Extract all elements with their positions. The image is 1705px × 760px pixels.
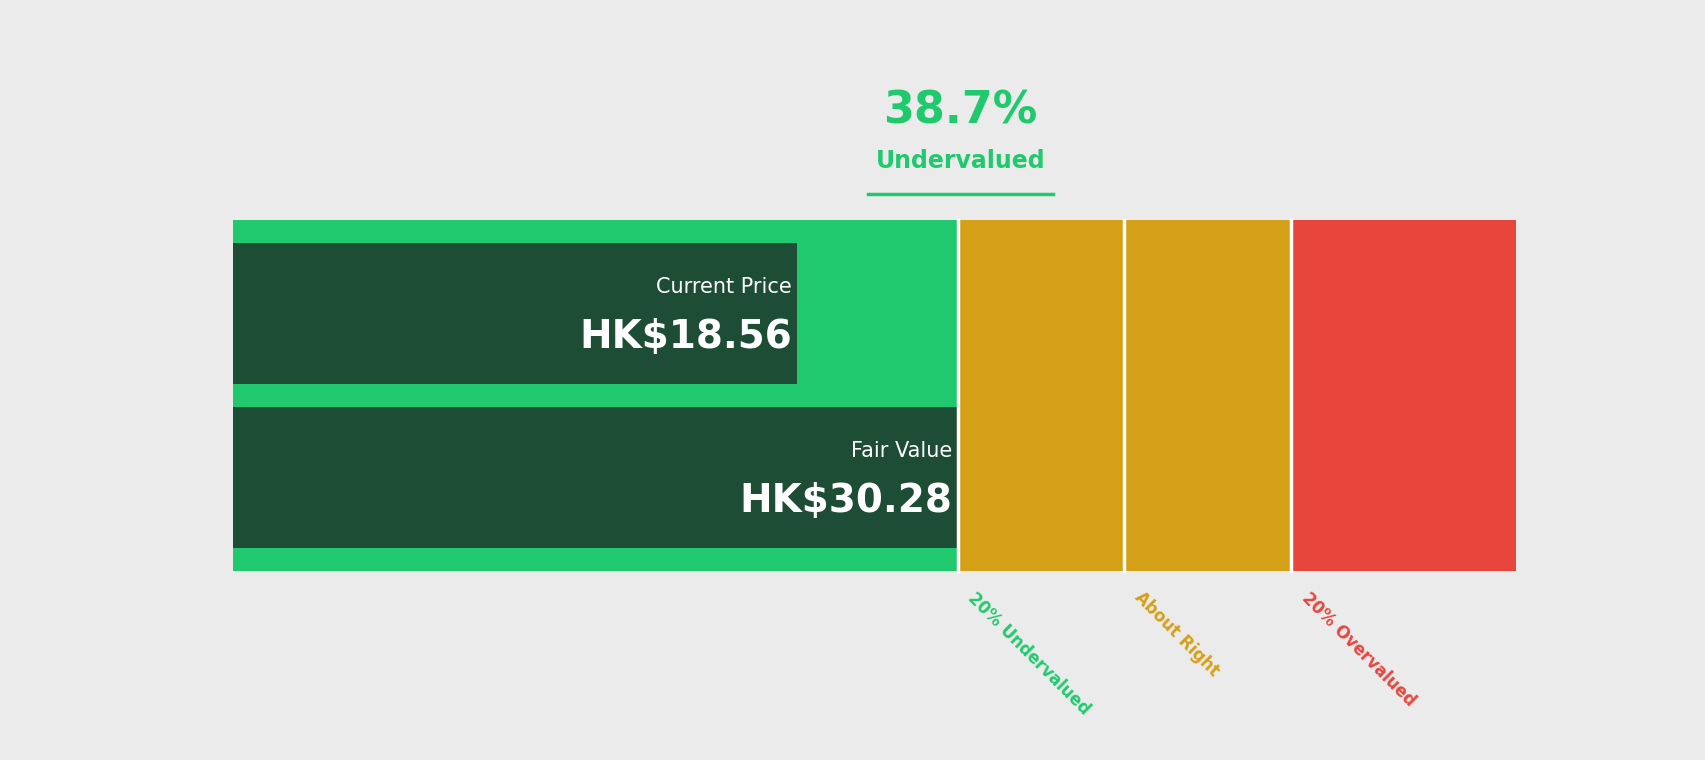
Bar: [234, 243, 796, 384]
Bar: [957, 220, 1291, 571]
Text: 38.7%: 38.7%: [883, 89, 1037, 132]
Text: 20% Undervalued: 20% Undervalued: [963, 588, 1093, 718]
Bar: [1291, 220, 1514, 571]
Text: About Right: About Right: [1130, 588, 1222, 680]
Text: HK$18.56: HK$18.56: [580, 318, 791, 356]
Bar: [234, 407, 957, 548]
Bar: [234, 220, 957, 571]
Text: 20% Overvalued: 20% Overvalued: [1298, 588, 1419, 709]
Text: HK$30.28: HK$30.28: [738, 482, 951, 520]
Text: Undervalued: Undervalued: [875, 149, 1045, 173]
Text: Fair Value: Fair Value: [851, 441, 951, 461]
Text: Current Price: Current Price: [656, 277, 791, 297]
